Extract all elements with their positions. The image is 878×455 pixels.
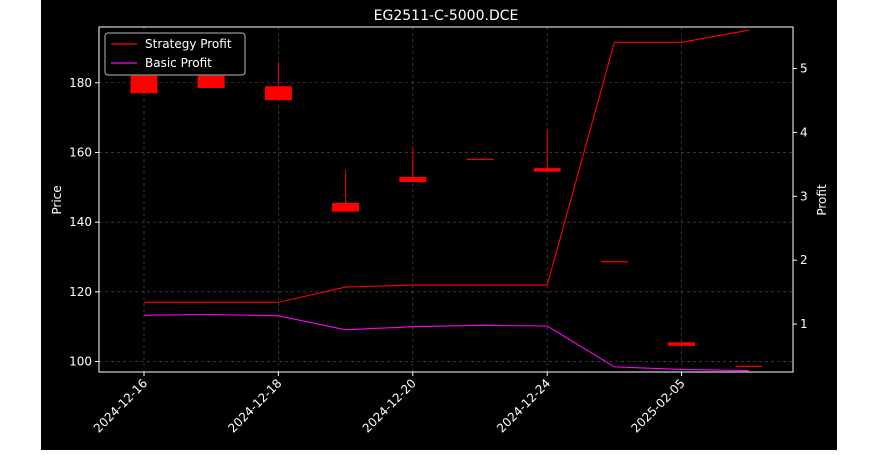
candle-body — [399, 176, 427, 183]
legend-label-strategy: Strategy Profit — [145, 37, 232, 51]
chart-title: EG2511-C-5000.DCE — [374, 8, 519, 24]
basic-profit-line — [143, 313, 749, 372]
chart-frame: 2024-12-16 2024-12-18 2024-12-20 2024-12-24… — [41, 0, 837, 450]
grid-lines — [99, 27, 793, 372]
left-y-tick-label: 180 — [69, 76, 92, 90]
candle-body — [332, 202, 360, 212]
plot-border — [98, 26, 794, 373]
right-y-tick-label: 2 — [800, 253, 808, 267]
x-tick-label: 2024-12-16 — [91, 376, 150, 435]
candle-body — [466, 158, 494, 160]
left-y-axis-label: Price — [50, 185, 64, 214]
left-y-tick-label: 100 — [69, 355, 92, 369]
candle-body — [264, 86, 292, 101]
legend: Strategy Profit Basic Profit — [104, 32, 246, 76]
candles — [130, 61, 763, 367]
left-y-axis-ticks: 100 120 140 160 180 — [69, 76, 99, 369]
left-y-tick-label: 140 — [69, 215, 92, 229]
right-y-tick-label: 5 — [800, 62, 808, 76]
left-y-tick-label: 160 — [69, 145, 92, 159]
right-y-tick-label: 4 — [800, 125, 808, 139]
candle-body — [533, 168, 561, 172]
candle-body — [197, 75, 225, 88]
left-y-tick-label: 120 — [69, 285, 92, 299]
right-y-axis-ticks: 1 2 3 4 5 — [793, 62, 808, 331]
legend-box — [104, 32, 246, 76]
right-y-tick-label: 3 — [800, 189, 808, 203]
right-y-axis-label: Profit — [815, 184, 829, 216]
chart-canvas: 2024-12-16 2024-12-18 2024-12-20 2024-12-24… — [50, 8, 829, 435]
candle-body — [668, 342, 696, 346]
x-tick-label: 2025-02-05 — [629, 376, 688, 435]
right-y-tick-label: 1 — [800, 317, 808, 331]
x-tick-label: 2024-12-18 — [225, 376, 284, 435]
x-tick-label: 2024-12-20 — [360, 376, 419, 435]
x-tick-label: 2024-12-24 — [494, 376, 553, 435]
legend-label-basic: Basic Profit — [145, 56, 212, 70]
strategy-profit-line — [144, 29, 749, 303]
candle-body — [130, 75, 158, 94]
candle-body — [735, 365, 763, 367]
candle-body — [600, 261, 628, 263]
profit-lines — [143, 29, 749, 372]
x-axis-ticks: 2024-12-16 2024-12-18 2024-12-20 2024-12-24… — [91, 372, 688, 435]
